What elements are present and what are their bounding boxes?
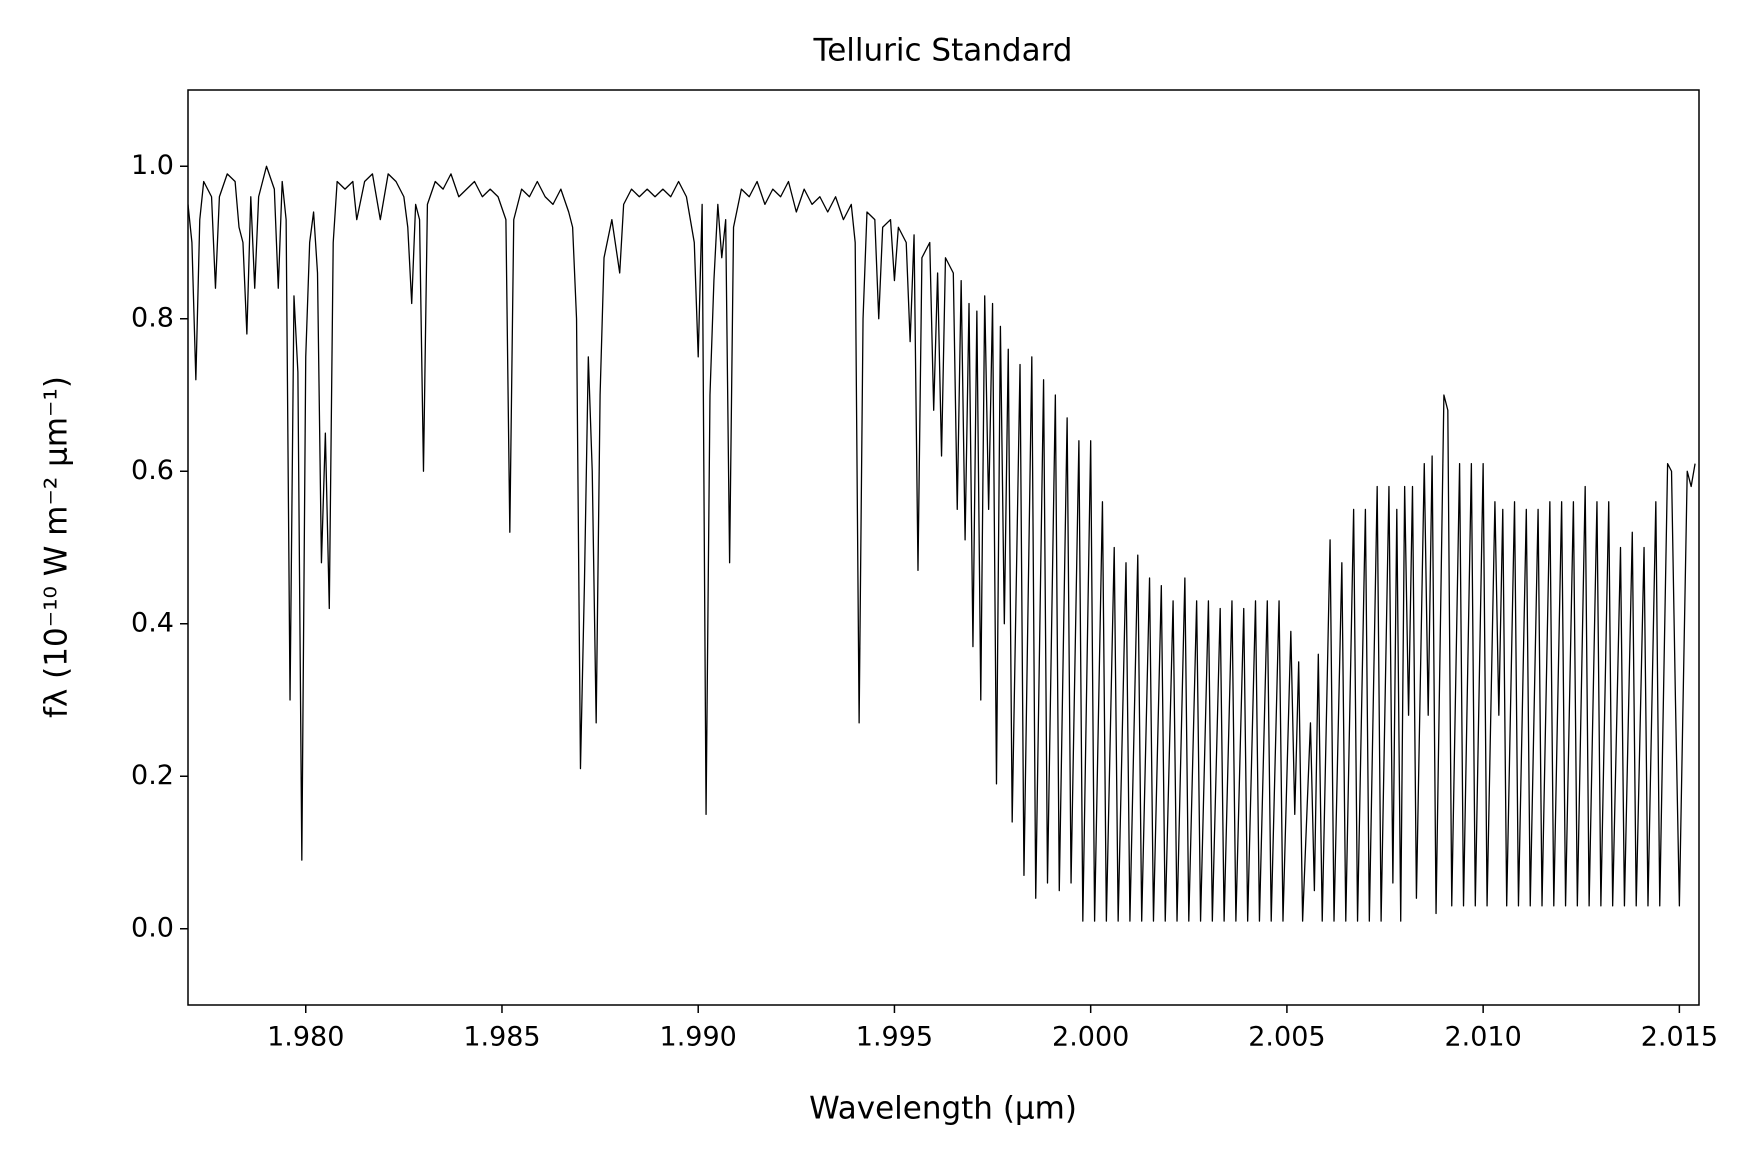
y-tick-label: 0.0: [131, 912, 174, 943]
x-tick-label: 1.980: [267, 1022, 344, 1053]
x-tick-label: 2.000: [1052, 1022, 1129, 1053]
x-tick-label: 1.995: [856, 1022, 933, 1053]
x-tick-label: 2.015: [1641, 1022, 1718, 1053]
x-tick-label: 1.985: [463, 1022, 540, 1053]
spectrum-line: [188, 165, 1696, 922]
y-axis-label: fλ (10⁻¹⁰ W m⁻² μm⁻¹): [39, 376, 75, 718]
y-tick-label: 1.0: [131, 150, 174, 181]
x-tick-label: 2.005: [1248, 1022, 1325, 1053]
y-tick-label: 0.6: [131, 455, 174, 486]
y-tick-label: 0.4: [131, 607, 174, 638]
x-axis-label: Wavelength (μm): [809, 1091, 1077, 1127]
x-tick-label: 1.990: [660, 1022, 737, 1053]
y-tick-label: 0.2: [131, 760, 174, 791]
y-tick-label: 0.8: [131, 302, 174, 333]
plot-frame: [187, 89, 1700, 1006]
x-tick-label: 2.010: [1444, 1022, 1521, 1053]
chart-title: Telluric Standard: [813, 33, 1073, 69]
